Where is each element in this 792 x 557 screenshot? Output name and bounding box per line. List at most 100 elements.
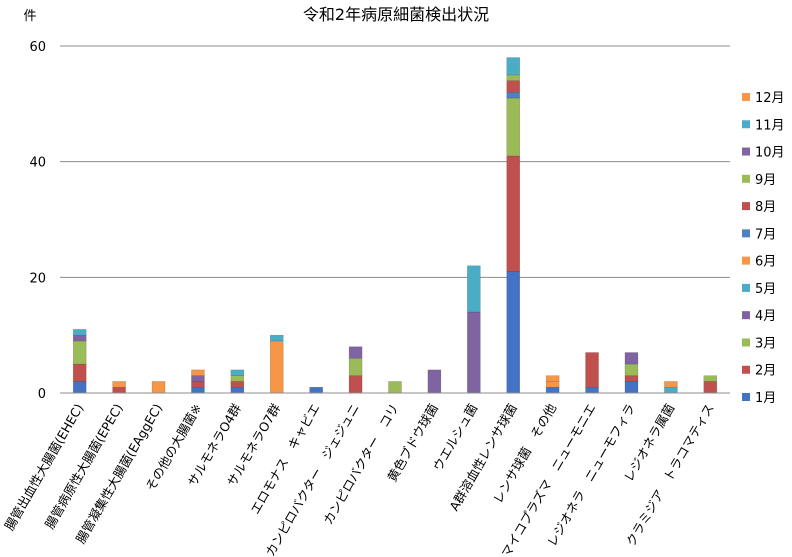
bar-segment (72, 340, 87, 365)
bar-segment (624, 363, 639, 376)
bar-stack (585, 352, 599, 394)
legend-swatch (742, 256, 750, 265)
bar-stack (624, 352, 639, 394)
legend-label: 5月 (755, 282, 776, 297)
legend-swatch (742, 120, 750, 129)
bar-stack (703, 375, 718, 394)
bar-stack (388, 381, 402, 394)
legend-swatch (742, 365, 750, 374)
bar-segment (270, 334, 284, 342)
legend-label: 11月 (755, 118, 785, 133)
legend-swatch (742, 229, 750, 238)
bar-segment (191, 381, 205, 388)
bar-segment (624, 375, 639, 382)
bar-segment (664, 386, 678, 394)
bar-segment (230, 375, 245, 382)
bar-stack (191, 369, 205, 394)
legend-swatch (742, 93, 750, 101)
bar-segment (427, 369, 442, 394)
bar-stack (230, 369, 245, 394)
x-category-label: カンピロバクター コリ (320, 401, 401, 527)
bar-stack (270, 334, 284, 394)
bar-segment (230, 381, 245, 388)
legend-label: 7月 (755, 227, 776, 242)
bar-stack (348, 346, 363, 394)
legend-swatch (742, 311, 750, 320)
legend-swatch (742, 174, 750, 183)
legend-swatch (742, 393, 750, 401)
bar-segment (467, 265, 481, 313)
y-tick-label: 20 (29, 271, 46, 286)
bar-segment (467, 311, 481, 394)
bar-segment (545, 386, 560, 394)
bar-segment (545, 375, 560, 382)
legend: 12月 11月 10月 9月 8月 7月 6月 5月 4月 3月 2月 1月 (742, 91, 785, 406)
x-axis-category-labels: 腸管出血性大腸菌(EHEC)腸管病原性大腸菌(EPEC)腸管凝集性大腸菌(EAg… (1, 401, 716, 557)
bar-segment (585, 352, 599, 388)
bar-stack (664, 381, 678, 394)
bar-segment (506, 97, 520, 157)
bar-segment (348, 358, 363, 376)
y-tick-label: 0 (38, 387, 46, 402)
bar-segment (72, 363, 87, 382)
legend-label: 1月 (755, 391, 776, 406)
bar-segment (585, 386, 599, 394)
bar-segment (506, 57, 520, 76)
bar-segment (270, 340, 284, 394)
bar-segment (191, 369, 205, 376)
bar-segment (72, 329, 87, 336)
bar-stack (112, 381, 126, 394)
bar-segment (191, 386, 205, 394)
legend-label: 12月 (755, 91, 785, 106)
chart-title: 令和2年病原細菌検出状況 (303, 5, 489, 24)
bar-stack (151, 381, 166, 394)
legend-swatch (742, 147, 750, 156)
legend-label: 9月 (755, 173, 776, 188)
legend-label: 4月 (755, 309, 776, 324)
bar-segment (230, 386, 245, 394)
y-tick-label: 40 (29, 156, 46, 171)
legend-swatch (742, 338, 750, 347)
bar-segment (230, 369, 245, 376)
bar-segment (348, 375, 363, 394)
bar-segment (545, 381, 560, 388)
bar-segment (191, 375, 205, 382)
bar-segment (624, 381, 639, 394)
bar-segment (348, 346, 363, 359)
bar-segment (72, 334, 87, 342)
legend-label: 6月 (755, 255, 776, 270)
bar-segment (112, 381, 126, 388)
bar-segment (506, 271, 520, 394)
bar-segment (664, 381, 678, 388)
bar-segment (506, 92, 520, 99)
bar-stack (72, 329, 87, 394)
bar-segment (112, 386, 126, 394)
legend-label: 2月 (755, 364, 776, 379)
bar-segment (624, 352, 639, 365)
bar-segment (151, 381, 166, 394)
bar-segment (309, 386, 323, 394)
bar-stack (506, 57, 520, 394)
bar-stack (545, 375, 560, 394)
x-category-label: 腸管病原性大腸菌(EPEC) (42, 401, 126, 531)
y-axis-ticks: 0 20 40 60 (29, 40, 46, 402)
bar-segment (388, 381, 402, 394)
gridlines (60, 45, 730, 278)
legend-swatch (742, 202, 750, 211)
bar-stack (309, 386, 323, 394)
bar-segment (506, 74, 520, 81)
legend-label: 10月 (755, 146, 785, 161)
legend-label: 8月 (755, 200, 776, 215)
legend-label: 3月 (755, 336, 776, 351)
bar-stack (467, 265, 481, 394)
bar-stack (427, 369, 442, 394)
bars (72, 57, 718, 394)
bar-segment (703, 381, 718, 394)
y-axis-unit: 件 (23, 9, 36, 24)
x-category-label: エロモナス キャビエ (247, 401, 322, 517)
bar-segment (72, 381, 87, 394)
bar-segment (506, 80, 520, 93)
legend-swatch (742, 283, 750, 292)
y-tick-label: 60 (29, 40, 46, 55)
